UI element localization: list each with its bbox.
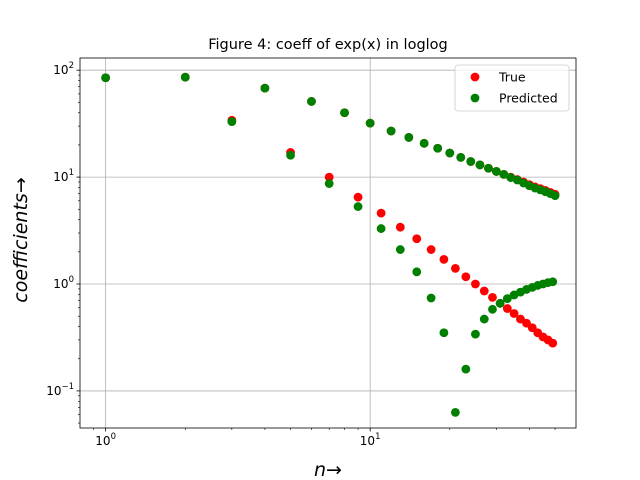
data-point-true [426, 245, 436, 254]
data-point-true [395, 222, 405, 232]
data-point-predicted [450, 407, 460, 417]
data-point-predicted [548, 277, 558, 287]
x-tick-label: 100 [95, 432, 116, 448]
x-tick-label: 101 [360, 432, 381, 448]
data-point-predicted [488, 304, 497, 314]
data-point-predicted [491, 167, 501, 176]
legend: True Predicted [454, 64, 570, 112]
x-axis-label: n→ [314, 459, 342, 480]
data-point-true [376, 208, 386, 218]
data-point-predicted [412, 267, 422, 277]
data-point-predicted [365, 118, 375, 128]
data-point-predicted [456, 152, 466, 162]
data-point-predicted [180, 72, 190, 82]
plot-frame [79, 57, 577, 429]
data-point-predicted [471, 329, 480, 339]
y-tick-label: 10−1 [46, 382, 74, 398]
data-point-true [502, 304, 512, 313]
y-tick-exponent: 0 [69, 275, 74, 285]
data-point-predicted [353, 202, 363, 211]
y-tick-base: 10 [46, 384, 61, 398]
data-point-predicted [433, 143, 443, 153]
data-point-predicted [307, 97, 316, 106]
data-point-predicted [376, 224, 386, 233]
y-tick-label: 100 [53, 275, 74, 291]
x-tick-exponent: 0 [111, 432, 116, 442]
data-point-predicted [419, 138, 429, 148]
data-point-predicted [386, 126, 396, 136]
data-point-predicted [499, 169, 509, 179]
data-point-true [412, 234, 422, 244]
x-tick-base: 10 [95, 434, 110, 448]
data-points [101, 72, 560, 417]
y-axis-label: coefficients→ [10, 177, 32, 302]
data-point-true [461, 272, 471, 282]
data-point-predicted [426, 293, 436, 303]
y-tick-exponent: 1 [69, 168, 74, 178]
data-point-predicted [286, 150, 295, 160]
data-point-true [509, 309, 519, 318]
legend-box [454, 64, 570, 112]
y-tick-base: 10 [53, 63, 68, 77]
x-tick-base: 10 [360, 434, 375, 448]
data-point-predicted [550, 191, 560, 201]
y-tick-label: 101 [53, 168, 74, 184]
y-tick-label: 102 [53, 61, 74, 77]
data-point-predicted [395, 245, 405, 254]
data-point-predicted [340, 108, 349, 118]
data-point-predicted [101, 73, 111, 83]
data-point-true [353, 192, 363, 202]
data-point-predicted [227, 117, 237, 127]
data-point-true [488, 292, 497, 302]
y-tick-base: 10 [53, 170, 68, 184]
data-point-predicted [484, 163, 493, 173]
data-point-predicted [495, 298, 505, 308]
data-point-predicted [404, 133, 414, 142]
data-point-true [471, 279, 480, 289]
legend-marker [470, 93, 480, 103]
data-point-predicted [475, 160, 485, 170]
y-tick-base: 10 [53, 277, 68, 291]
y-tick-exponent: −1 [61, 382, 74, 392]
data-point-predicted [479, 314, 489, 324]
data-point-predicted [260, 83, 270, 93]
data-point-predicted [324, 179, 334, 188]
data-point-true [479, 286, 489, 296]
legend-marker [470, 72, 480, 82]
y-tick-exponent: 2 [69, 61, 74, 71]
data-point-true [548, 338, 558, 348]
data-point-true [439, 254, 449, 264]
data-point-true [450, 263, 460, 273]
data-point-predicted [439, 328, 449, 338]
data-point-predicted [466, 157, 476, 166]
data-point-true [324, 172, 334, 182]
data-point-predicted [502, 294, 512, 304]
data-point-predicted [461, 364, 471, 374]
legend-label: Predicted [499, 91, 558, 106]
series-predicted [101, 72, 560, 417]
x-tick-exponent: 1 [375, 432, 380, 442]
legend-label: True [498, 70, 526, 85]
chart-title: Figure 4: coeff of exp(x) in loglog [208, 37, 448, 53]
data-point-predicted [445, 148, 455, 158]
